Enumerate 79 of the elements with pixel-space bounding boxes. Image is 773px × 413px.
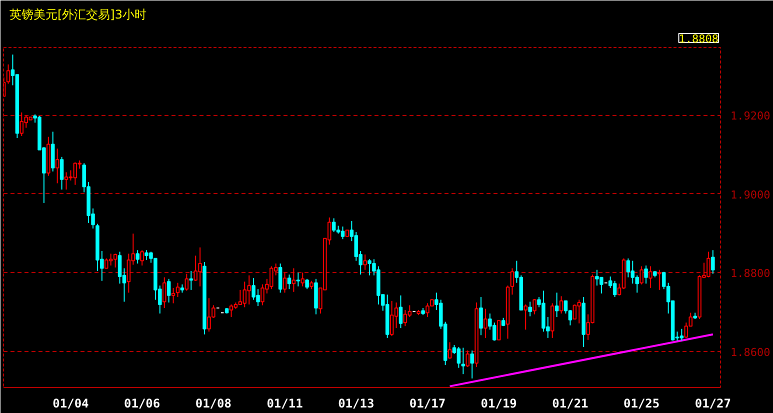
x-tick-label: 01/17: [409, 396, 446, 410]
candlestick: [496, 320, 501, 340]
candlestick: [448, 342, 452, 360]
candlestick: [680, 328, 684, 342]
x-tick-label: 01/11: [266, 396, 303, 410]
candlestick: [296, 272, 300, 287]
candlestick: [340, 226, 345, 240]
candlestick: [238, 289, 242, 305]
y-tick-label: 1.8800: [730, 267, 770, 280]
candlestick: [354, 232, 358, 262]
candlestick: [644, 265, 648, 284]
candlestick: [466, 350, 470, 368]
candlestick: [577, 299, 582, 324]
candlestick: [635, 274, 639, 294]
candlestick: [278, 263, 282, 294]
candlestick: [108, 253, 113, 266]
x-tick-label: 01/06: [124, 396, 160, 410]
candlestick: [363, 254, 367, 270]
chart-title: 英镑美元[外汇交易]3小时: [10, 8, 146, 22]
candlestick: [532, 298, 536, 315]
candlestick: [229, 304, 234, 318]
candlestick: [50, 131, 55, 172]
x-tick-label: 01/13: [338, 396, 374, 410]
candlestick: [242, 281, 247, 308]
candlestick: [524, 304, 528, 330]
candlestick: [658, 269, 662, 290]
candlestick: [64, 172, 68, 190]
candlestick: [113, 253, 118, 268]
candlestick: [73, 162, 78, 186]
candlestick: [711, 250, 715, 274]
candlestick: [300, 272, 304, 287]
candlestick: [554, 292, 559, 318]
candlestick: [528, 301, 532, 317]
y-tick-label: 1.9200: [730, 110, 770, 123]
candlestick: [282, 272, 287, 294]
y-tick-label: 1.9000: [730, 188, 770, 202]
candlestick: [189, 270, 194, 290]
candlestick: [126, 253, 131, 294]
candlestick: [55, 148, 60, 184]
candlestick: [292, 268, 296, 292]
candlestick: [6, 64, 10, 84]
x-tick-label: 01/27: [694, 396, 731, 410]
candlestick: [60, 156, 64, 190]
x-tick-label: 01/08: [195, 396, 232, 410]
text: 1.8808: [678, 32, 719, 46]
candlestick: [390, 300, 394, 336]
candlestick: [572, 304, 577, 320]
candlestick: [20, 112, 24, 137]
candlestick: [398, 294, 403, 329]
candlestick: [140, 250, 144, 266]
x-tick-label: 01/04: [52, 396, 89, 410]
candlestick: [332, 218, 336, 233]
candlestick: [403, 309, 408, 327]
candlestick: [461, 347, 466, 375]
candlestick: [305, 278, 309, 290]
candlestick: [184, 273, 189, 292]
candlestick: [247, 274, 251, 305]
candlestick: [630, 260, 635, 284]
candlestick: [136, 250, 140, 264]
x-tick-label: 01/25: [624, 396, 660, 410]
candlestick: [626, 258, 630, 278]
candlestick: [118, 251, 122, 284]
candlestick: [648, 266, 652, 288]
y-tick-label: 1.8600: [730, 346, 770, 359]
candlestick: [612, 280, 617, 298]
x-tick-label: 01/21: [552, 396, 588, 410]
candlestick: [470, 350, 474, 379]
candlestick: [456, 346, 461, 368]
candlestick: [287, 274, 292, 290]
candlestick: [479, 296, 483, 336]
candlestick: [162, 276, 166, 309]
candlestick: [176, 282, 180, 298]
x-tick-label: 01/19: [480, 396, 517, 410]
candlestick: [559, 296, 564, 314]
candlestick: [171, 287, 176, 304]
candlestick: [640, 266, 644, 285]
candlestick: [484, 308, 488, 338]
candlestick: [104, 258, 108, 269]
candlestick: [166, 278, 171, 303]
